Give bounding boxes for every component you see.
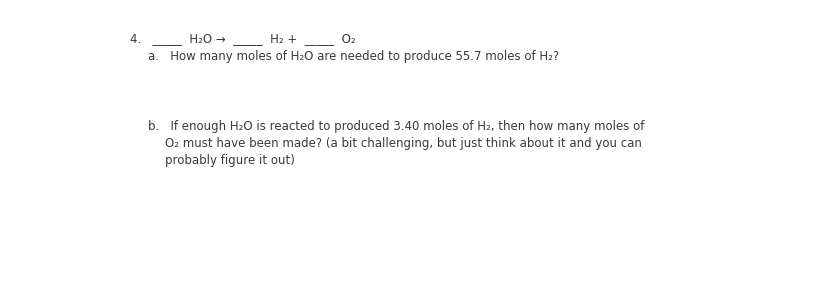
Text: 4.   _____  H₂O →  _____  H₂ +  _____  O₂: 4. _____ H₂O → _____ H₂ + _____ O₂ <box>130 32 356 45</box>
Text: probably figure it out): probably figure it out) <box>165 154 295 167</box>
Text: a.   How many moles of H₂O are needed to produce 55.7 moles of H₂?: a. How many moles of H₂O are needed to p… <box>148 50 559 63</box>
Text: O₂ must have been made? (a bit challenging, but just think about it and you can: O₂ must have been made? (a bit challengi… <box>165 137 642 150</box>
Text: b.   If enough H₂O is reacted to produced 3.40 moles of H₂, then how many moles : b. If enough H₂O is reacted to produced … <box>148 120 644 133</box>
